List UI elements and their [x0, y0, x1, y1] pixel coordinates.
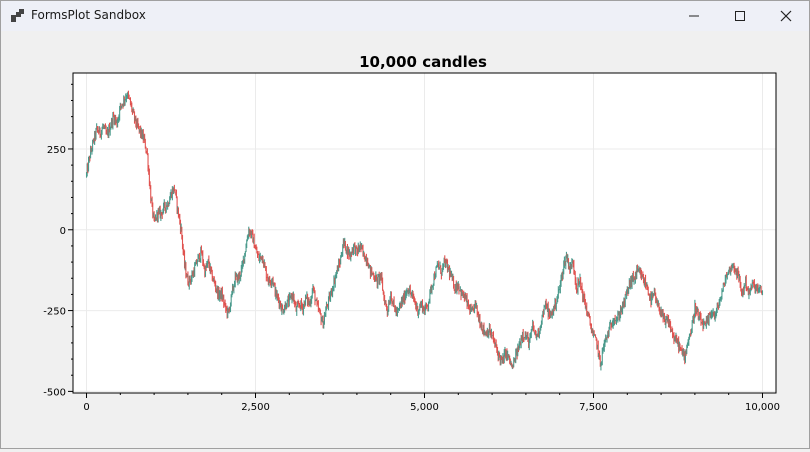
title-bar[interactable]: FormsPlot Sandbox [1, 1, 809, 31]
x-tick-label: 0 [83, 402, 89, 413]
x-tick-label: 5,000 [410, 402, 439, 413]
maximize-button[interactable] [717, 1, 763, 31]
x-tick-label: 7,500 [579, 402, 608, 413]
x-tick-label: 2,500 [241, 402, 270, 413]
close-button[interactable] [763, 1, 809, 31]
y-tick-label: -500 [43, 387, 66, 398]
candles [85, 90, 764, 371]
y-tick-label: 250 [47, 145, 66, 156]
y-tick-label: -250 [43, 307, 66, 318]
formsplot-control[interactable]: 10,000 candles 0 2,500 5,000 7,500 10,000 250… [1, 31, 809, 448]
minimize-button[interactable] [671, 1, 717, 31]
x-tick-label: 10,000 [745, 402, 780, 413]
chart-title: 10,000 candles [359, 53, 487, 71]
candlestick-chart[interactable]: 10,000 candles 0 2,500 5,000 7,500 10,000 250… [1, 31, 809, 448]
y-tick-label: 0 [60, 226, 66, 237]
window-title: FormsPlot Sandbox [31, 8, 146, 22]
formsplot-app-icon [11, 9, 24, 22]
minimize-icon [689, 15, 699, 17]
close-icon [780, 10, 792, 22]
axes: 0 2,500 5,000 7,500 10,000 250 0 -250 -500 [43, 83, 780, 413]
maximize-icon [735, 11, 745, 21]
